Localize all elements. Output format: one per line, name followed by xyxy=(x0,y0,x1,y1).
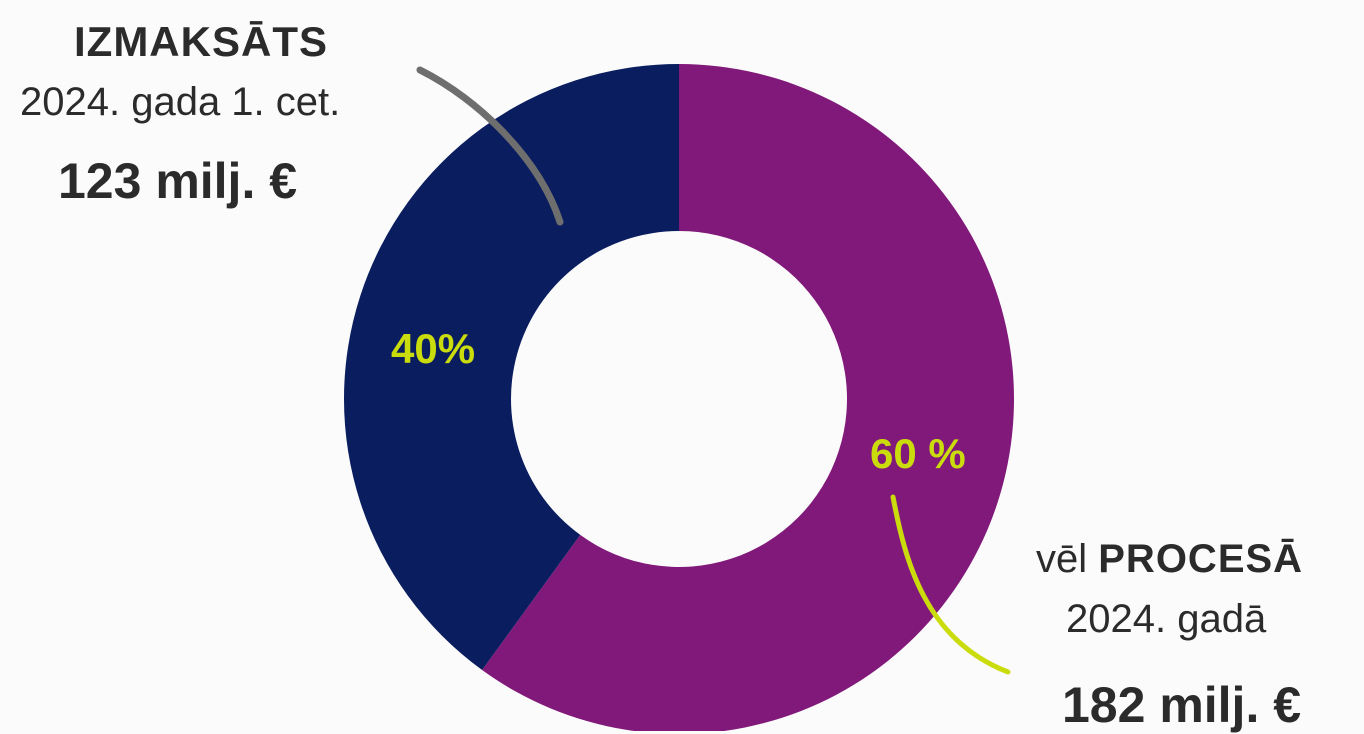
pending-heading-line: vēl PROCESĀ xyxy=(1036,537,1303,582)
pending-period: 2024. gadā xyxy=(1066,597,1267,641)
paid-heading: IZMAKSĀTS xyxy=(74,18,328,65)
donut-slice-paid xyxy=(344,64,679,671)
paid-amount: 123 milj. € xyxy=(58,153,298,209)
pending-amount: 182 milj. € xyxy=(1062,677,1302,733)
pending-heading: PROCESĀ xyxy=(1098,537,1304,581)
paid-period: 2024. gada 1. cet. xyxy=(20,80,341,124)
donut-slice-pending xyxy=(482,64,1014,731)
pending-connector-line xyxy=(890,494,1011,675)
paid-connector-line xyxy=(416,66,564,226)
paid-percent-label: 40% xyxy=(391,325,476,372)
pending-prefix: vēl xyxy=(1036,537,1099,581)
pending-percent-label: 60 % xyxy=(870,430,966,477)
donut-slices xyxy=(344,64,1014,731)
